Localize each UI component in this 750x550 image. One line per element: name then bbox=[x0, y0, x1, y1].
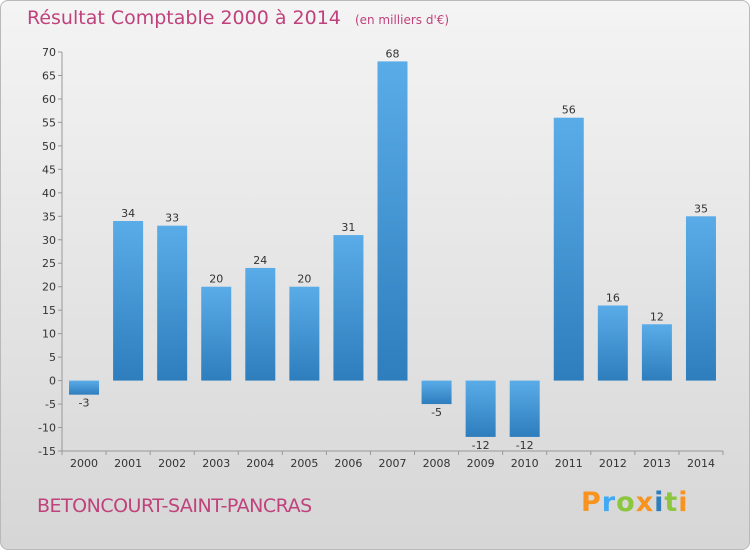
x-tick-label: 2006 bbox=[334, 457, 362, 470]
y-tick-label: 70 bbox=[42, 46, 56, 59]
y-tick-label: 45 bbox=[42, 163, 56, 176]
x-tick-label: 2005 bbox=[290, 457, 318, 470]
value-label-2011: 56 bbox=[562, 104, 576, 117]
value-label-2009: -12 bbox=[472, 439, 490, 452]
bars-group bbox=[69, 61, 716, 437]
value-label-2012: 16 bbox=[606, 291, 620, 304]
bar-2002 bbox=[157, 225, 188, 381]
bar-chart: -15 -10 -5 0 5 10 15 20 25 30 35 40 45 50 55 60 65 70 2000… bbox=[38, 46, 724, 470]
y-tick-label: 0 bbox=[49, 375, 56, 388]
bar-2007 bbox=[377, 61, 408, 381]
proxiti-logo[interactable]: Proxiti bbox=[581, 487, 689, 518]
x-tick-label: 2009 bbox=[467, 457, 495, 470]
x-tick-label: 2014 bbox=[687, 457, 715, 470]
chart-subtitle: (en milliers d'€) bbox=[354, 13, 450, 27]
chart-title-text: Résultat Comptable 2000 à 2014 bbox=[27, 7, 341, 29]
y-tick-label: 30 bbox=[42, 234, 56, 247]
bar-2010 bbox=[509, 380, 540, 437]
y-tick-label: 40 bbox=[42, 187, 56, 200]
value-label-2001: 34 bbox=[121, 207, 135, 220]
bar-2001 bbox=[113, 220, 144, 381]
bar-2006 bbox=[333, 235, 364, 381]
value-label-2006: 31 bbox=[341, 221, 355, 234]
bar-2011 bbox=[553, 117, 584, 381]
axes: -15 -10 -5 0 5 10 15 20 25 30 35 40 45 50 55 60 65 70 2000… bbox=[38, 46, 724, 470]
y-tick-label: -10 bbox=[38, 422, 56, 435]
value-label-2002: 33 bbox=[165, 212, 179, 225]
logo-letter: i bbox=[654, 487, 665, 518]
y-tick-label: 55 bbox=[42, 116, 56, 129]
y-tick-label: 50 bbox=[42, 140, 56, 153]
x-tick-label: 2004 bbox=[246, 457, 274, 470]
x-tick-label: 2002 bbox=[158, 457, 186, 470]
x-tick-label: 2011 bbox=[555, 457, 583, 470]
value-label-2005: 20 bbox=[297, 273, 311, 286]
bar-2012 bbox=[597, 305, 628, 381]
x-tick-label: 2000 bbox=[70, 457, 98, 470]
chart-title: Résultat Comptable 2000 à 2014 (en milli… bbox=[27, 7, 449, 29]
y-tick-label: 25 bbox=[42, 257, 56, 270]
logo-letter: t bbox=[664, 487, 679, 518]
bar-2000 bbox=[69, 380, 100, 395]
value-label-2004: 24 bbox=[253, 254, 267, 267]
y-tick-label: 10 bbox=[42, 328, 56, 341]
x-tick-label: 2008 bbox=[423, 457, 451, 470]
x-tick-label: 2001 bbox=[114, 457, 142, 470]
y-tick-label: -15 bbox=[38, 445, 56, 458]
x-tick-label: 2013 bbox=[643, 457, 671, 470]
y-tick-label: 20 bbox=[42, 281, 56, 294]
y-tick-label: 35 bbox=[42, 210, 56, 223]
y-tick-label: 60 bbox=[42, 93, 56, 106]
x-tick-label: 2003 bbox=[202, 457, 230, 470]
logo-letter: P bbox=[581, 487, 602, 518]
value-label-2008: -5 bbox=[431, 406, 442, 419]
value-label-2013: 12 bbox=[650, 310, 664, 323]
value-labels-group: -3 34 33 20 24 20 31 68 -5 -12 -12 56 16 12 35 bbox=[79, 47, 708, 452]
logo-letter: i bbox=[678, 487, 689, 518]
y-tick-label: 5 bbox=[49, 351, 56, 364]
bar-2014 bbox=[685, 216, 716, 381]
value-label-2003: 20 bbox=[209, 273, 223, 286]
logo-letter: o bbox=[616, 487, 636, 518]
bar-2009 bbox=[465, 380, 496, 437]
logo-letter: r bbox=[601, 487, 617, 518]
value-label-2007: 68 bbox=[386, 47, 400, 60]
y-tick-label: -5 bbox=[45, 398, 56, 411]
bar-2004 bbox=[245, 267, 276, 381]
y-tick-label: 15 bbox=[42, 304, 56, 317]
bar-2005 bbox=[289, 286, 320, 381]
x-tick-label: 2007 bbox=[379, 457, 407, 470]
y-tick-label: 65 bbox=[42, 69, 56, 82]
bar-2013 bbox=[641, 324, 672, 381]
x-tick-label: 2012 bbox=[599, 457, 627, 470]
logo-letter: x bbox=[635, 487, 655, 518]
bar-2003 bbox=[201, 286, 232, 381]
bar-2008 bbox=[421, 380, 452, 405]
value-label-2014: 35 bbox=[694, 202, 708, 215]
x-tick-label: 2010 bbox=[511, 457, 539, 470]
commune-name: BETONCOURT-SAINT-PANCRAS bbox=[37, 495, 312, 517]
value-label-2000: -3 bbox=[79, 397, 90, 410]
value-label-2010: -12 bbox=[516, 439, 534, 452]
